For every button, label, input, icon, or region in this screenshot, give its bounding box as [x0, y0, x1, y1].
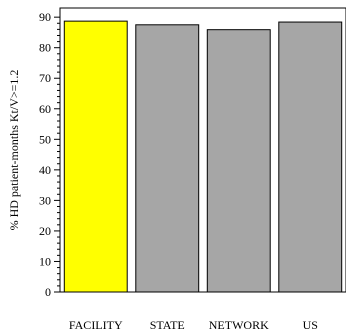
category-label-network: NETWORK [209, 318, 269, 332]
y-tick-label: 30 [39, 193, 51, 207]
category-label-facility: FACILITY [69, 318, 123, 332]
category-labels: FACILITY STATE NETWORK US [69, 318, 318, 332]
category-label-state: STATE [150, 318, 185, 332]
bar-facility [63, 20, 128, 293]
bars [63, 20, 343, 293]
y-tick-label: 90 [39, 10, 51, 24]
y-tick-label: 70 [39, 71, 51, 85]
y-tick-label: 60 [39, 102, 51, 116]
bar-state [135, 24, 200, 293]
bar-network [206, 29, 271, 293]
bar-us [278, 21, 343, 293]
category-label-us: US [303, 318, 318, 332]
y-tick-label: 20 [39, 224, 51, 238]
y-tick-label: 10 [39, 254, 51, 268]
y-tick-label: 80 [39, 41, 51, 55]
y-tick-label: 40 [39, 163, 51, 177]
y-tick-label: 50 [39, 132, 51, 146]
y-axis-label: % HD patient-months Kt/V>=1.2 [7, 70, 21, 231]
plot-frame [59, 7, 346, 293]
y-tick-label: 0 [45, 285, 51, 299]
y-axis-ticks: 0 10 20 30 40 50 60 70 80 90 [39, 10, 60, 299]
